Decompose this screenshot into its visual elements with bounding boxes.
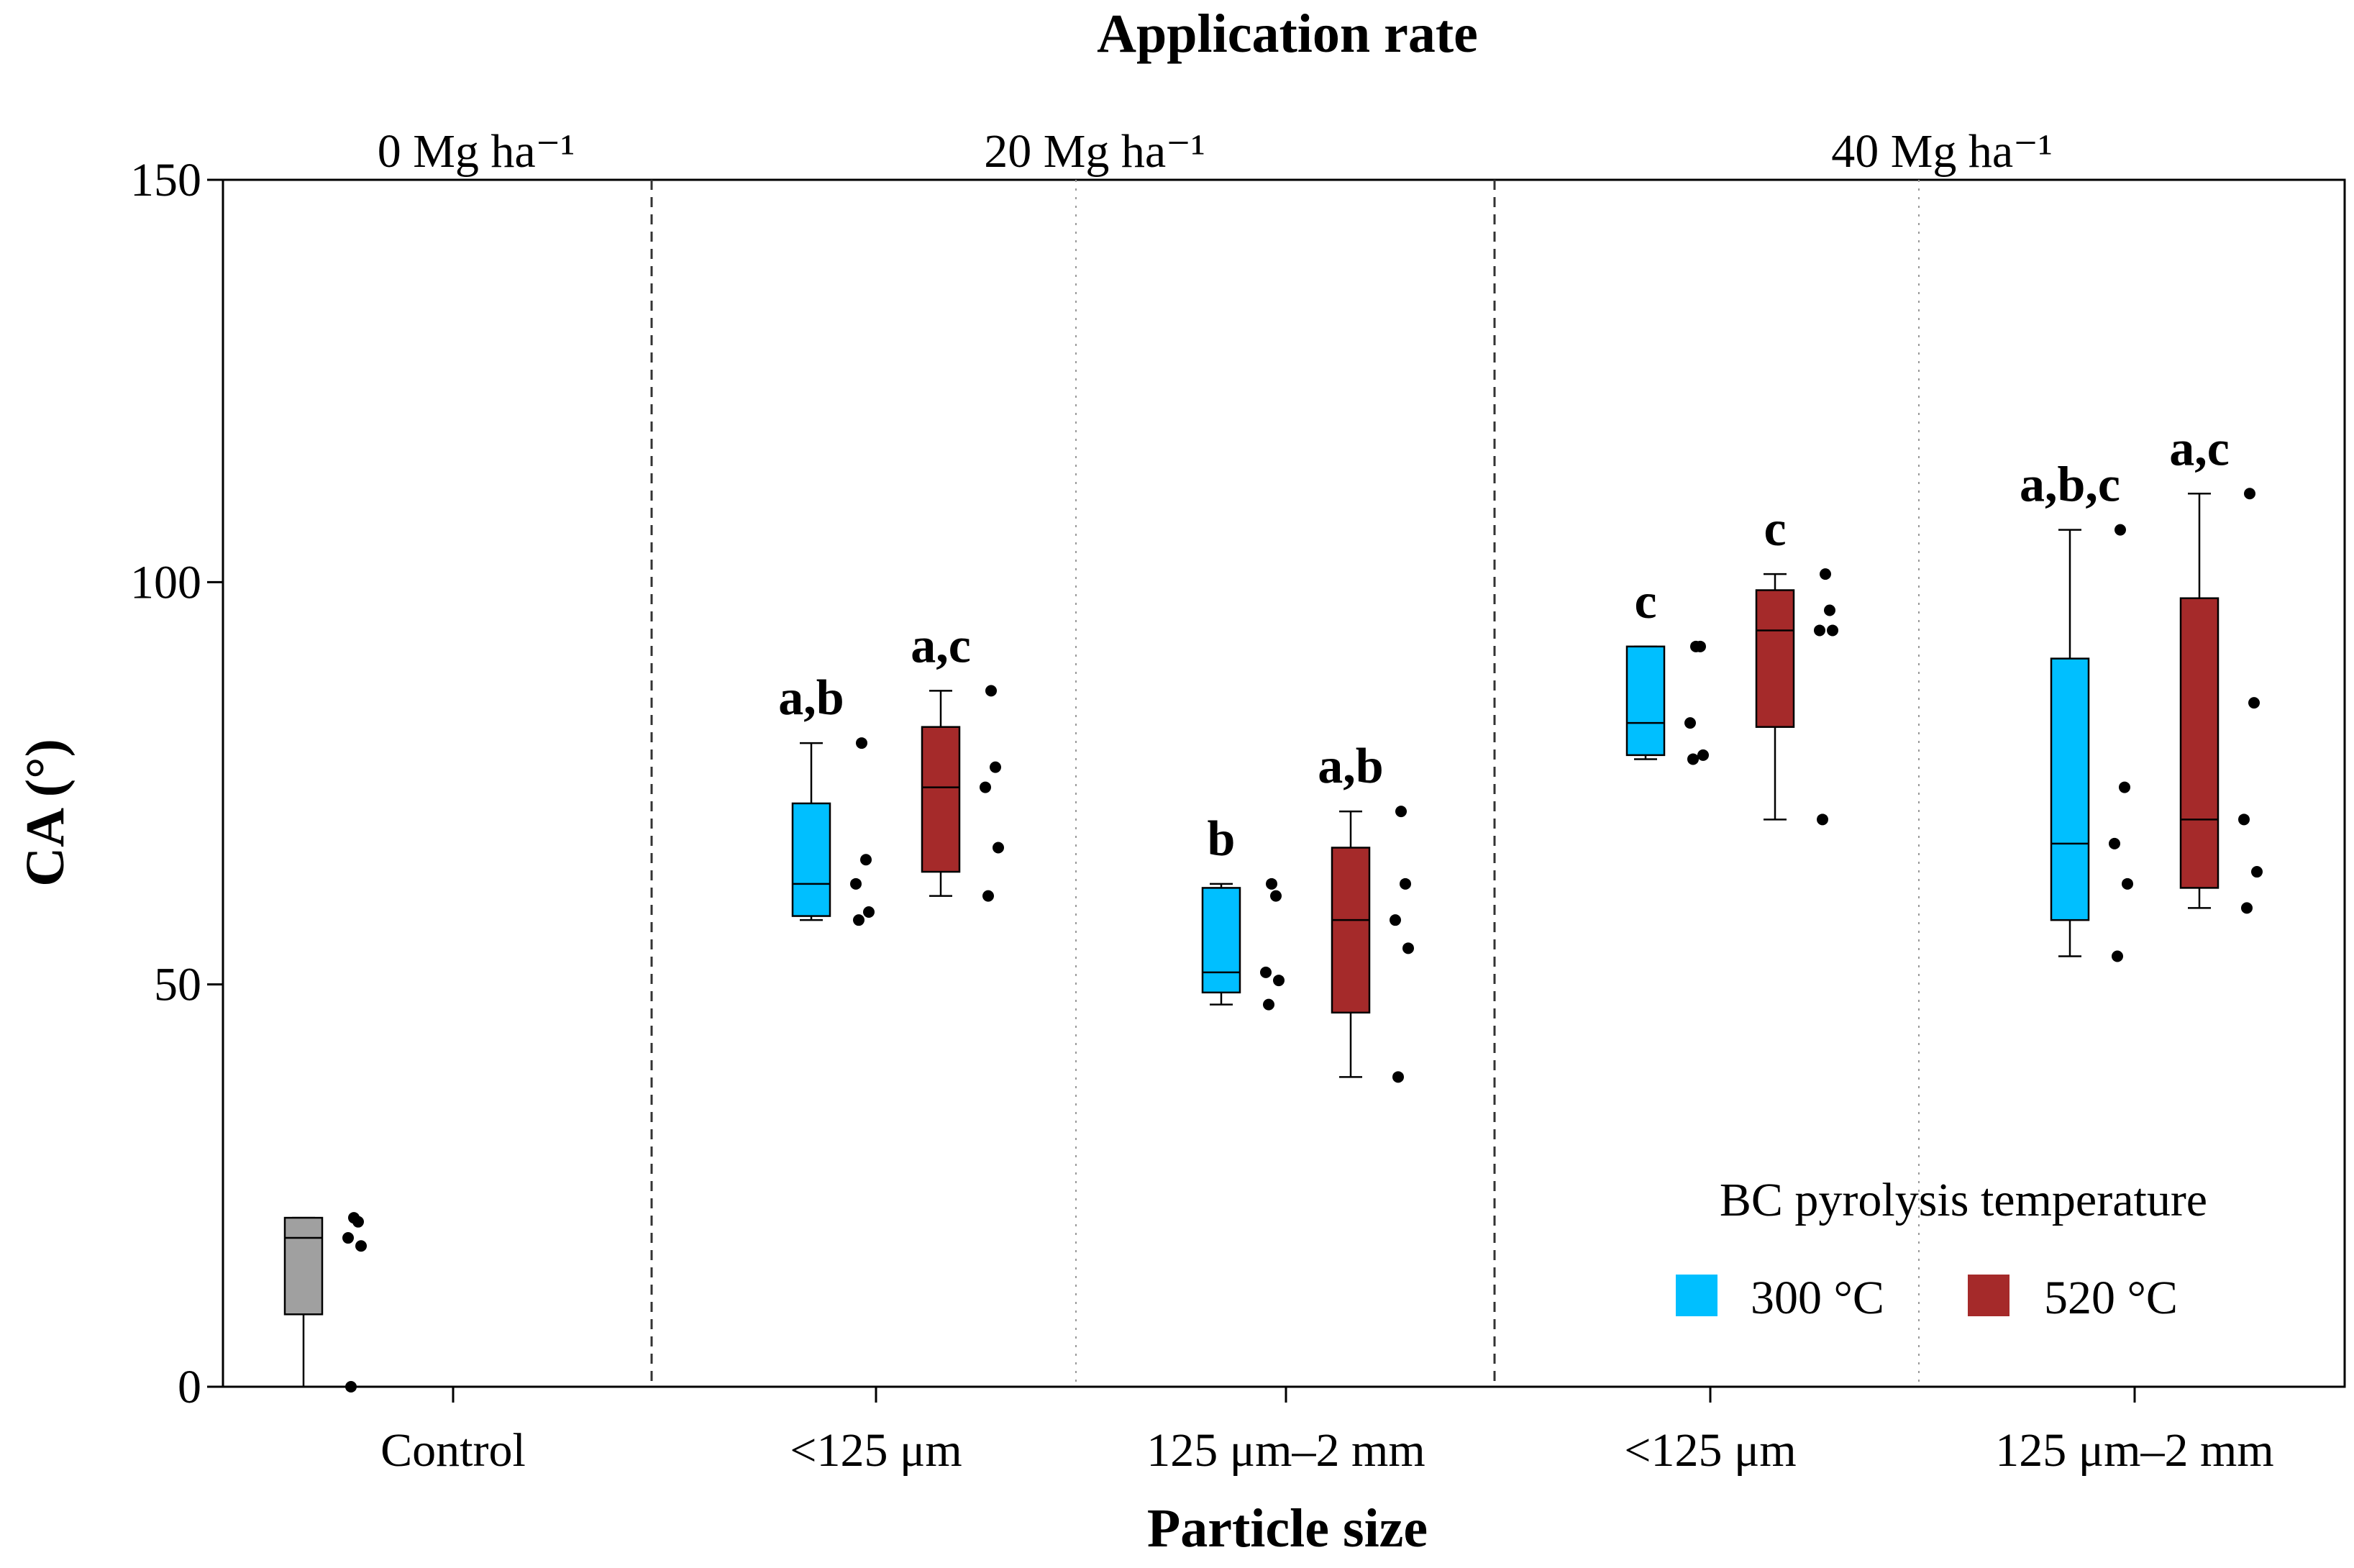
x-axis-label: Particle size bbox=[1147, 1498, 1428, 1559]
data-point bbox=[863, 906, 875, 918]
x-tick-label: 125 μm–2 mm bbox=[1146, 1424, 1425, 1477]
data-point bbox=[2244, 488, 2255, 500]
data-point bbox=[985, 685, 997, 697]
significance-label: a,b bbox=[1318, 739, 1383, 794]
box-iqr bbox=[791, 802, 831, 917]
group-label: 0 Mg ha⁻¹ bbox=[378, 125, 575, 178]
data-point bbox=[980, 781, 991, 793]
data-point bbox=[1263, 998, 1274, 1011]
data-point bbox=[1814, 624, 1825, 637]
data-point bbox=[2119, 781, 2130, 793]
data-point bbox=[2122, 878, 2133, 890]
data-point bbox=[345, 1381, 357, 1392]
data-point bbox=[348, 1212, 360, 1224]
data-point bbox=[1697, 749, 1709, 761]
x-tick-label: <125 μm bbox=[790, 1424, 962, 1477]
y-tick-label: 100 bbox=[130, 556, 201, 608]
group-label: 20 Mg ha⁻¹ bbox=[984, 125, 1205, 178]
box-iqr bbox=[1201, 887, 1241, 994]
data-point bbox=[1395, 806, 1407, 818]
box-iqr bbox=[2179, 597, 2220, 889]
legend-label-520: 520 °C bbox=[2044, 1272, 2178, 1324]
legend-swatch-520 bbox=[1968, 1275, 2009, 1316]
data-point bbox=[2251, 866, 2263, 878]
box-iqr bbox=[1625, 645, 1666, 757]
box-iqr bbox=[2050, 657, 2090, 921]
plot-area bbox=[222, 178, 2346, 1388]
data-point bbox=[1392, 1071, 1404, 1083]
box-iqr bbox=[921, 726, 961, 873]
data-point bbox=[2238, 813, 2250, 826]
data-point bbox=[1273, 975, 1285, 987]
data-point bbox=[1690, 640, 1702, 652]
data-point bbox=[2115, 524, 2126, 536]
x-tick-label: 125 μm–2 mm bbox=[1995, 1424, 2273, 1477]
data-point bbox=[993, 842, 1004, 854]
data-point bbox=[1684, 717, 1696, 729]
data-point bbox=[355, 1240, 367, 1252]
data-point bbox=[1824, 604, 1835, 616]
data-point bbox=[990, 761, 1001, 773]
significance-label: a,b bbox=[778, 670, 844, 726]
data-point bbox=[856, 737, 867, 749]
legend: BC pyrolysis temperature 300 °C 520 °C bbox=[1676, 1174, 2207, 1324]
data-point bbox=[2109, 837, 2120, 849]
significance-label: a,c bbox=[911, 618, 971, 673]
data-point bbox=[342, 1232, 354, 1244]
group-label: 40 Mg ha⁻¹ bbox=[1831, 125, 2053, 178]
data-point bbox=[1260, 966, 1272, 978]
y-tick-label: 0 bbox=[178, 1361, 201, 1413]
legend-label-300: 300 °C bbox=[1751, 1272, 1884, 1324]
data-point bbox=[1266, 878, 1277, 890]
legend-title: BC pyrolysis temperature bbox=[1720, 1174, 2207, 1226]
data-point bbox=[1402, 942, 1414, 954]
data-point bbox=[1827, 624, 1838, 637]
x-tick-label: <125 μm bbox=[1624, 1424, 1796, 1477]
data-point bbox=[2241, 902, 2253, 914]
significance-label: c bbox=[1634, 574, 1656, 629]
data-point bbox=[1687, 753, 1699, 765]
y-tick-label: 50 bbox=[154, 959, 201, 1011]
data-point bbox=[1390, 914, 1401, 926]
significance-label: c bbox=[1764, 501, 1786, 557]
significance-label: b bbox=[1208, 811, 1236, 867]
y-tick-label: 150 bbox=[130, 154, 201, 206]
data-point bbox=[853, 914, 864, 926]
data-point bbox=[1400, 878, 1411, 890]
data-point bbox=[982, 890, 994, 902]
data-point bbox=[1820, 568, 1831, 580]
x-tick-label: Control bbox=[380, 1424, 526, 1477]
chart-title: Application rate bbox=[1097, 4, 1478, 64]
data-point bbox=[1270, 890, 1282, 902]
legend-swatch-300 bbox=[1676, 1275, 1717, 1316]
data-point bbox=[860, 854, 872, 866]
box-iqr bbox=[1755, 589, 1795, 728]
box-iqr bbox=[1331, 847, 1371, 1014]
box-iqr bbox=[283, 1216, 324, 1316]
significance-label: a,b,c bbox=[2020, 457, 2120, 513]
significance-label: a,c bbox=[2169, 421, 2230, 476]
data-point bbox=[850, 878, 862, 890]
data-point bbox=[1817, 813, 1828, 826]
y-axis-label: CA (°) bbox=[15, 739, 76, 887]
data-point bbox=[2112, 950, 2123, 962]
data-point bbox=[2248, 697, 2260, 709]
